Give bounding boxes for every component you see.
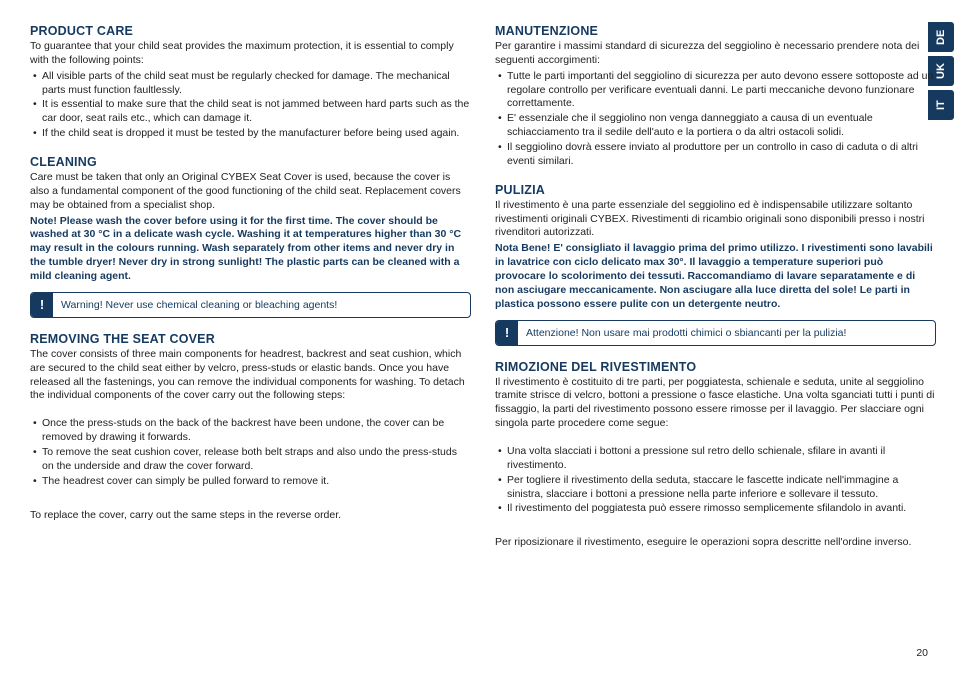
- note-pulizia: Nota Bene! E' consigliato il lavaggio pr…: [495, 242, 936, 311]
- list-rimozione: Una volta slacciati i bottoni a pression…: [495, 445, 936, 516]
- section-product-care: PRODUCT CARE To guarantee that your chil…: [30, 24, 471, 141]
- list-item: If the child seat is dropped it must be …: [30, 127, 471, 141]
- list-product-care: All visible parts of the child seat must…: [30, 70, 471, 141]
- section-pulizia: PULIZIA Il rivestimento è una parte esse…: [495, 183, 936, 346]
- section-removing-cover: REMOVING THE SEAT COVER The cover consis…: [30, 332, 471, 523]
- intro-manutenzione: Per garantire i massimi standard di sicu…: [495, 40, 936, 68]
- intro-product-care: To guarantee that your child seat provid…: [30, 40, 471, 68]
- heading-product-care: PRODUCT CARE: [30, 24, 471, 38]
- section-manutenzione: MANUTENZIONE Per garantire i massimi sta…: [495, 24, 936, 169]
- list-item: E' essenziale che il seggiolino non veng…: [495, 112, 936, 140]
- warning-text: Attenzione! Non usare mai prodotti chimi…: [518, 321, 935, 345]
- list-item: Per togliere il rivestimento della sedut…: [495, 474, 936, 502]
- warning-icon: !: [496, 321, 518, 345]
- text-pulizia: Il rivestimento è una parte essenziale d…: [495, 199, 936, 241]
- column-italian: MANUTENZIONE Per garantire i massimi sta…: [495, 24, 936, 564]
- column-english: PRODUCT CARE To guarantee that your chil…: [30, 24, 471, 564]
- text-removing-cover: The cover consists of three main compone…: [30, 348, 471, 403]
- warning-icon: !: [31, 293, 53, 317]
- list-item: To remove the seat cushion cover, releas…: [30, 446, 471, 474]
- list-item: The headrest cover can simply be pulled …: [30, 475, 471, 489]
- list-item: Once the press-studs on the back of the …: [30, 417, 471, 445]
- list-item: Il seggiolino dovrà essere inviato al pr…: [495, 141, 936, 169]
- list-item: It is essential to make sure that the ch…: [30, 98, 471, 126]
- section-cleaning: CLEANING Care must be taken that only an…: [30, 155, 471, 318]
- page-number: 20: [916, 647, 928, 659]
- list-item: Tutte le parti importanti del seggiolino…: [495, 70, 936, 112]
- note-cleaning: Note! Please wash the cover before using…: [30, 215, 471, 284]
- page-content: PRODUCT CARE To guarantee that your chil…: [0, 0, 954, 574]
- warning-box-cleaning: ! Warning! Never use chemical cleaning o…: [30, 292, 471, 318]
- heading-removing-cover: REMOVING THE SEAT COVER: [30, 332, 471, 346]
- heading-manutenzione: MANUTENZIONE: [495, 24, 936, 38]
- list-item: Una volta slacciati i bottoni a pression…: [495, 445, 936, 473]
- list-item: Il rivestimento del poggiatesta può esse…: [495, 502, 936, 516]
- warning-box-pulizia: ! Attenzione! Non usare mai prodotti chi…: [495, 320, 936, 346]
- heading-cleaning: CLEANING: [30, 155, 471, 169]
- heading-rimozione: RIMOZIONE DEL RIVESTIMENTO: [495, 360, 936, 374]
- text-riposizionare: Per riposizionare il rivestimento, esegu…: [495, 536, 936, 550]
- list-removing-cover: Once the press-studs on the back of the …: [30, 417, 471, 488]
- warning-text: Warning! Never use chemical cleaning or …: [53, 293, 470, 317]
- text-rimozione: Il rivestimento è costituito di tre part…: [495, 376, 936, 431]
- list-item: All visible parts of the child seat must…: [30, 70, 471, 98]
- text-replace-cover: To replace the cover, carry out the same…: [30, 509, 471, 523]
- text-cleaning: Care must be taken that only an Original…: [30, 171, 471, 213]
- heading-pulizia: PULIZIA: [495, 183, 936, 197]
- section-rimozione: RIMOZIONE DEL RIVESTIMENTO Il rivestimen…: [495, 360, 936, 551]
- lang-tab-de[interactable]: DE: [928, 22, 954, 52]
- list-manutenzione: Tutte le parti importanti del seggiolino…: [495, 70, 936, 169]
